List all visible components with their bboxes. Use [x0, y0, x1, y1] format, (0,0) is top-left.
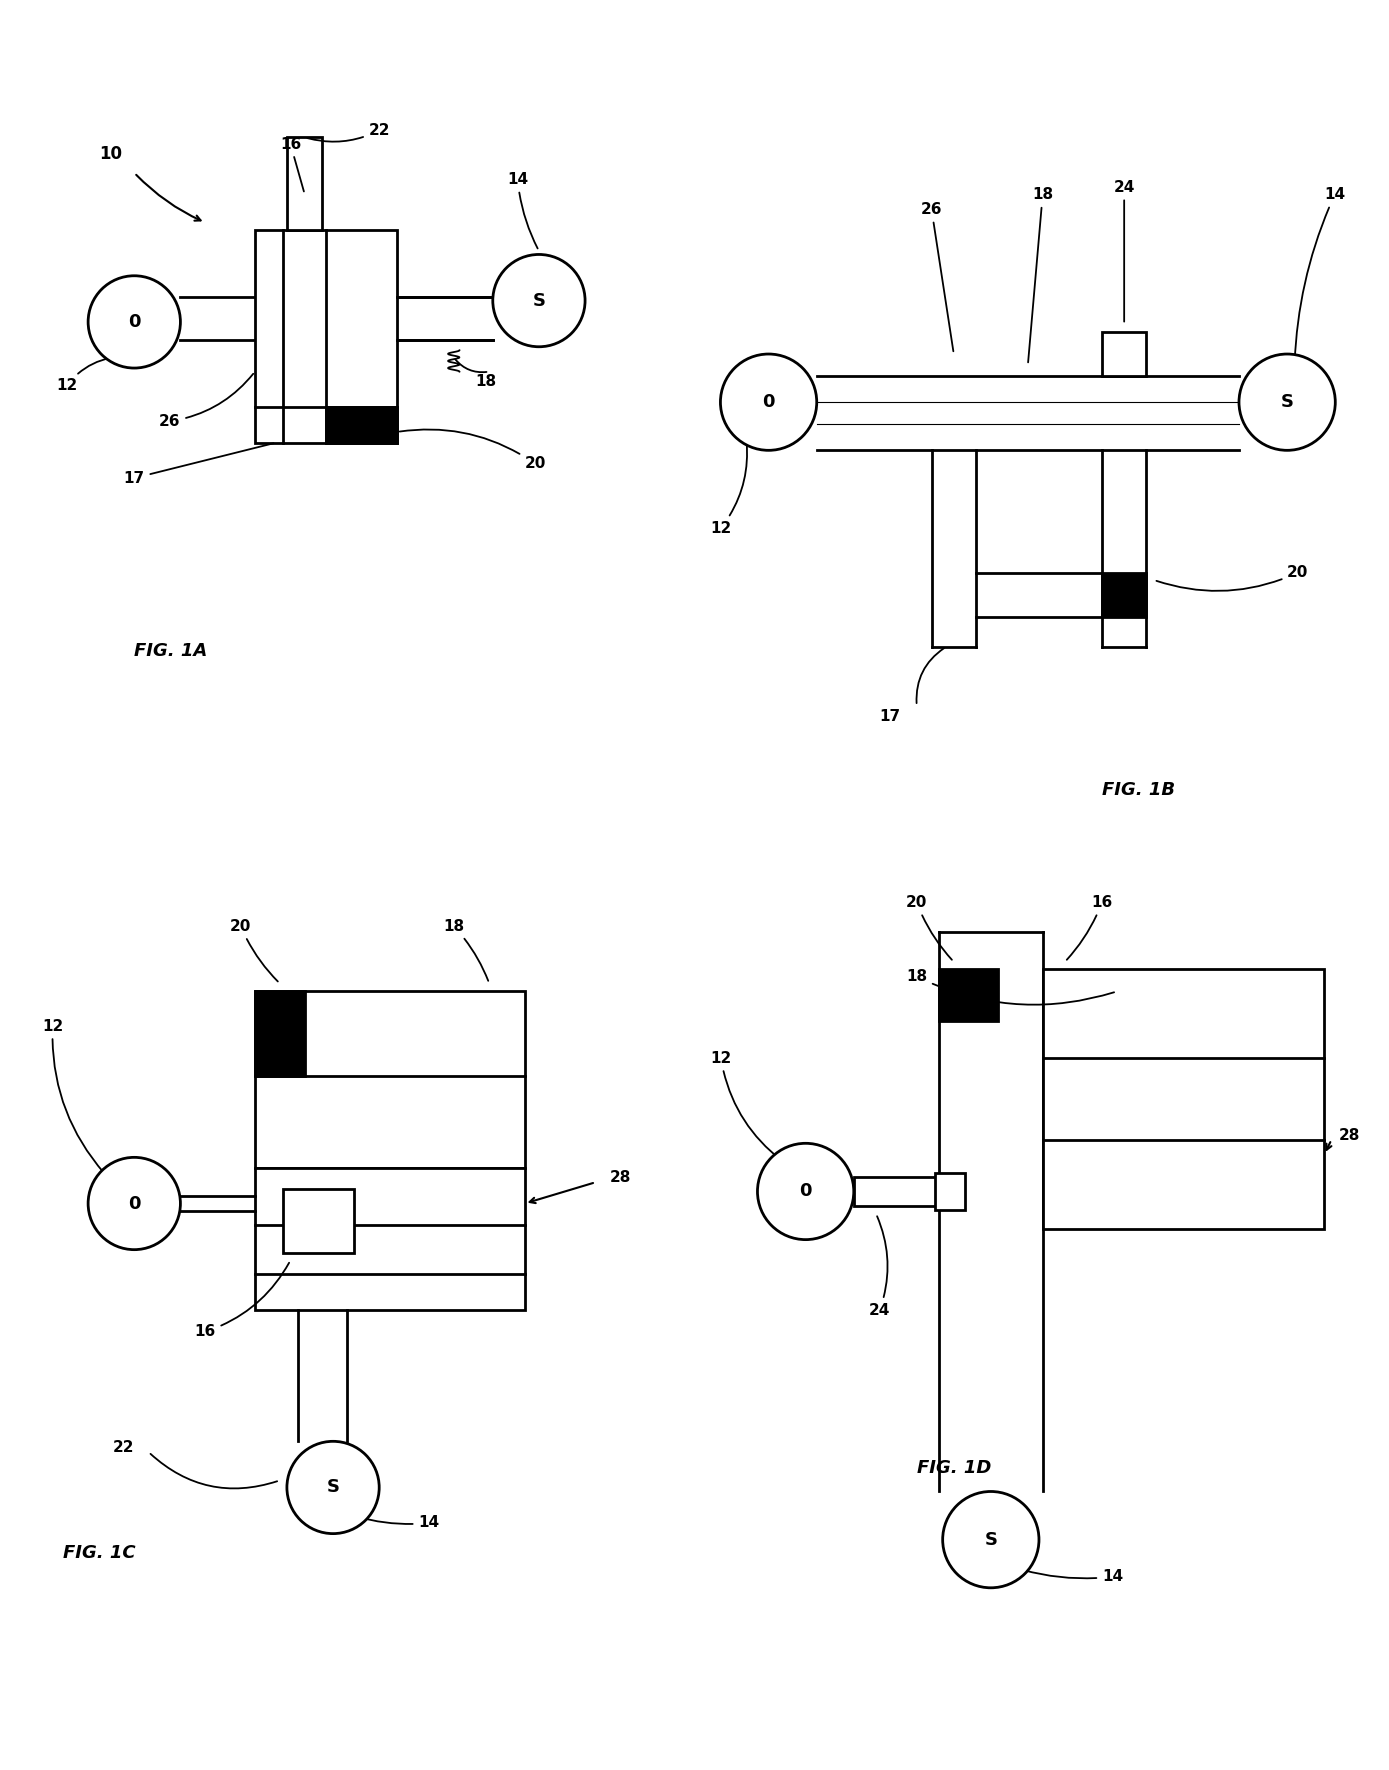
- Text: 12: 12: [56, 358, 110, 393]
- Circle shape: [1239, 354, 1335, 450]
- Text: FIG. 1A: FIG. 1A: [135, 641, 207, 660]
- Text: 18: 18: [1028, 188, 1053, 363]
- Text: 18: 18: [906, 968, 1114, 1005]
- Text: 18: 18: [443, 919, 489, 981]
- Text: 20: 20: [1157, 565, 1308, 591]
- Text: 10: 10: [99, 145, 122, 163]
- Text: 17: 17: [124, 442, 274, 485]
- Text: 0: 0: [800, 1182, 811, 1200]
- Text: 20: 20: [231, 919, 278, 982]
- Bar: [283, 1189, 354, 1253]
- Text: 0: 0: [128, 313, 140, 331]
- Text: 12: 12: [42, 1018, 104, 1174]
- Text: 17: 17: [879, 708, 901, 724]
- Text: S: S: [985, 1531, 997, 1549]
- Bar: [326, 407, 397, 442]
- Text: 20: 20: [906, 896, 951, 959]
- Text: 18: 18: [475, 373, 496, 389]
- Bar: [256, 1168, 525, 1310]
- Text: 16: 16: [194, 1262, 289, 1340]
- Text: FIG. 1C: FIG. 1C: [64, 1545, 136, 1563]
- Text: 12: 12: [710, 442, 747, 536]
- Bar: [1043, 970, 1324, 1228]
- Bar: [288, 138, 322, 230]
- Text: 0: 0: [763, 393, 775, 411]
- Text: 22: 22: [113, 1441, 135, 1455]
- Text: 20: 20: [400, 430, 546, 471]
- Circle shape: [88, 1158, 181, 1250]
- Circle shape: [943, 1492, 1039, 1588]
- Bar: [854, 1177, 939, 1207]
- Circle shape: [88, 276, 181, 368]
- Text: 14: 14: [507, 172, 538, 248]
- Text: 16: 16: [279, 136, 304, 191]
- Circle shape: [288, 1441, 379, 1533]
- Text: 14: 14: [1295, 188, 1346, 363]
- Text: 26: 26: [921, 202, 953, 350]
- Text: S: S: [532, 292, 546, 310]
- Text: FIG. 1D: FIG. 1D: [917, 1458, 992, 1476]
- Text: 22: 22: [307, 122, 390, 142]
- Text: 0: 0: [128, 1195, 140, 1212]
- Text: 12: 12: [710, 1051, 781, 1159]
- Circle shape: [757, 1143, 854, 1239]
- Text: S: S: [326, 1478, 339, 1496]
- Text: 24: 24: [1114, 181, 1135, 322]
- Text: S: S: [1281, 393, 1293, 411]
- Text: FIG. 1B: FIG. 1B: [1101, 781, 1175, 798]
- Bar: [1101, 331, 1146, 377]
- Bar: [256, 230, 397, 442]
- Bar: [939, 970, 999, 1021]
- Text: 28: 28: [610, 1170, 631, 1186]
- Bar: [256, 991, 525, 1168]
- Circle shape: [493, 255, 585, 347]
- Bar: [1101, 572, 1146, 618]
- Text: 16: 16: [1067, 896, 1113, 959]
- Text: 28: 28: [1339, 1127, 1360, 1143]
- Bar: [256, 991, 304, 1076]
- Text: 26: 26: [158, 373, 253, 428]
- Text: 14: 14: [1024, 1570, 1124, 1584]
- Text: 14: 14: [357, 1515, 439, 1531]
- Bar: [935, 1174, 965, 1211]
- Circle shape: [721, 354, 817, 450]
- Text: 24: 24: [870, 1216, 890, 1317]
